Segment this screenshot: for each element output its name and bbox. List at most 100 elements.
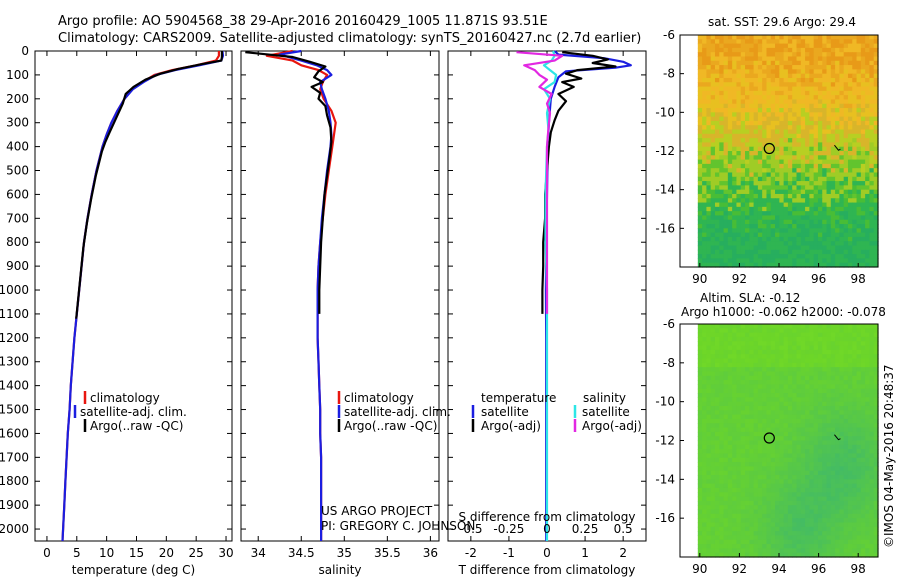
map-cell xyxy=(697,380,703,385)
x-tick-label-salinity: 0 xyxy=(543,522,551,536)
map-cell xyxy=(869,427,875,433)
map-cell xyxy=(835,345,840,351)
map-cell xyxy=(822,496,828,502)
map-cell xyxy=(736,224,742,229)
map-cell xyxy=(835,129,840,135)
map-cell xyxy=(835,336,840,342)
map-cell xyxy=(800,548,806,554)
map-cell xyxy=(852,90,858,96)
map-cell xyxy=(843,328,849,334)
map-cell xyxy=(749,159,755,165)
map-cell xyxy=(757,384,763,390)
map-cell xyxy=(865,345,871,351)
map-cell xyxy=(736,453,742,459)
map-cell xyxy=(856,219,862,225)
map-cell xyxy=(710,181,716,186)
map-cell xyxy=(800,470,806,476)
map-cell xyxy=(783,466,789,472)
map-cell xyxy=(740,172,746,178)
map-cell xyxy=(723,475,729,480)
map-cell xyxy=(809,345,815,351)
map-cell xyxy=(856,487,862,493)
map-cell xyxy=(873,462,879,467)
map-cell xyxy=(723,375,729,381)
map-cell xyxy=(805,112,810,118)
map-cell xyxy=(736,241,742,247)
map-cell xyxy=(865,427,871,433)
map-cell xyxy=(822,509,828,515)
map-cell xyxy=(839,522,845,528)
map-cell xyxy=(732,328,738,334)
map-cell xyxy=(805,475,810,480)
map-cell xyxy=(757,544,763,549)
map-cell xyxy=(822,112,828,118)
map-cell xyxy=(847,475,853,480)
map-cell xyxy=(779,367,785,373)
map-cell xyxy=(753,384,759,390)
map-cell xyxy=(839,236,845,242)
map-cell xyxy=(753,142,759,148)
map-cell xyxy=(809,82,815,88)
map-cell xyxy=(787,487,793,493)
map-cell xyxy=(856,535,862,541)
map-cell xyxy=(873,125,879,131)
map-cell xyxy=(826,362,832,368)
map-cell xyxy=(706,189,712,195)
map-cell xyxy=(817,487,823,493)
map-cell xyxy=(702,354,707,360)
map-cell xyxy=(813,151,819,156)
map-cell xyxy=(740,258,746,264)
map-cell xyxy=(706,120,712,126)
map-cell xyxy=(749,380,755,385)
map-cell xyxy=(702,531,707,537)
map-cell xyxy=(749,43,755,49)
y-tick-label: 1600 xyxy=(0,426,29,440)
map-cell xyxy=(865,56,871,62)
map-cell xyxy=(753,509,759,515)
map-cell xyxy=(813,168,819,174)
map-cell xyxy=(714,505,720,511)
map-cell xyxy=(770,492,776,498)
map-cell xyxy=(745,371,750,377)
map-cell xyxy=(813,462,819,467)
map-cell xyxy=(822,159,828,165)
map-cell xyxy=(732,336,738,342)
map-cell xyxy=(740,125,746,131)
map-cell xyxy=(727,388,733,394)
map-cell xyxy=(813,211,819,217)
map-cell xyxy=(783,427,789,433)
map-cell xyxy=(865,138,871,144)
map-cell xyxy=(740,354,746,360)
map-cell xyxy=(843,531,849,537)
map-cell xyxy=(706,133,712,139)
map-cell xyxy=(869,129,875,135)
map-cell xyxy=(710,341,716,347)
map-cell xyxy=(706,336,712,342)
map-cell xyxy=(745,354,750,360)
map-cell xyxy=(749,371,755,377)
map-cell xyxy=(783,219,789,225)
map-cell xyxy=(860,35,866,40)
map-cell xyxy=(817,332,823,338)
map-cell xyxy=(869,397,875,403)
map-cell xyxy=(843,367,849,373)
map-cell xyxy=(860,129,866,135)
map-cell xyxy=(843,405,849,411)
map-cell xyxy=(706,518,712,524)
map-cell xyxy=(817,362,823,368)
map-cell xyxy=(732,341,738,347)
map-cell xyxy=(710,116,716,122)
map-cell xyxy=(792,56,798,62)
map-cell xyxy=(766,219,772,225)
map-cell xyxy=(865,69,871,75)
map-cell xyxy=(723,249,729,255)
map-cell xyxy=(775,513,780,519)
map-cell xyxy=(847,375,853,381)
map-cell xyxy=(856,241,862,247)
map-cell xyxy=(706,103,712,109)
map-cell xyxy=(822,367,828,373)
map-cell xyxy=(860,405,866,411)
map-cell xyxy=(714,548,720,554)
map-cell xyxy=(800,375,806,381)
map-cell xyxy=(706,496,712,502)
